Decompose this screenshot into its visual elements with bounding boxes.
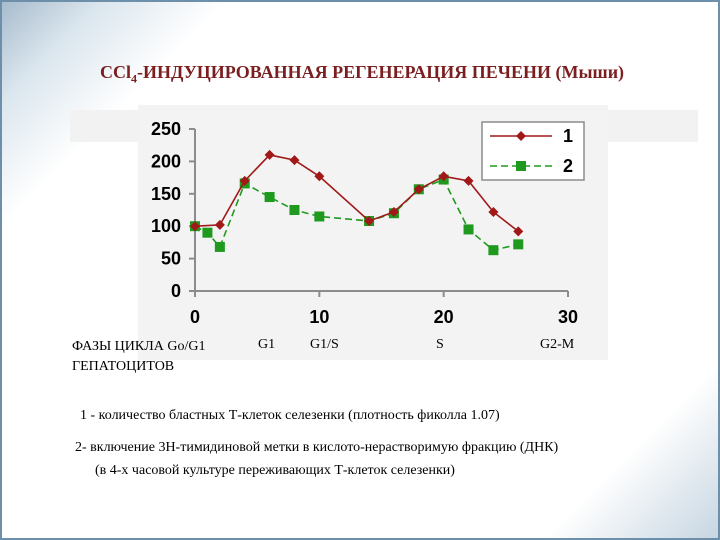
series-2-point (463, 224, 474, 235)
note-line-1: 1 - количество бластных Т-клеток селезен… (80, 408, 500, 423)
slide-title: CCl4-ИНДУЦИРОВАННАЯ РЕГЕНЕРАЦИЯ ПЕЧЕНИ (… (100, 62, 700, 87)
x-tick-label-20: 20 (434, 307, 454, 327)
phase-axis-title-line2: ГЕПАТОЦИТОВ (72, 359, 175, 374)
series-1-point (190, 221, 200, 232)
series-1-point (438, 171, 449, 182)
x-tick-label-10: 10 (309, 307, 329, 327)
series-1-point (314, 171, 325, 182)
series-2-line (194, 178, 519, 252)
legend-series-2-label: 2 (563, 156, 573, 176)
phase-label-g1s: G1/S (310, 337, 339, 352)
y-tick-label-50: 50 (161, 249, 181, 269)
series-2-point (214, 241, 225, 252)
series-2-point (264, 192, 275, 203)
series-1-point (264, 149, 275, 160)
title-rest: -ИНДУЦИРОВАННАЯ РЕГЕНЕРАЦИЯ ПЕЧЕНИ (Мыши… (137, 62, 625, 82)
phase-label-g2m: G2-M (540, 337, 575, 352)
series-2-point (202, 227, 213, 238)
series-1-point (463, 175, 474, 186)
series-2-point (314, 211, 325, 222)
title-subscript: 4 (131, 71, 137, 86)
phase-axis-title: ФАЗЫ ЦИКЛА Go/G1 ГЕПАТОЦИТОВ (72, 337, 205, 377)
y-tick-label-250: 250 (151, 119, 181, 139)
series-2-point (513, 239, 524, 250)
series-1-point (388, 206, 399, 217)
note-line-3: (в 4-х часовой культуре переживающих Т-к… (95, 463, 455, 478)
x-tick-label-0: 0 (190, 307, 200, 327)
legend-series-2-marker (516, 161, 526, 171)
y-tick-label-100: 100 (151, 216, 181, 236)
series-1-point (413, 184, 424, 195)
y-tick-label-150: 150 (151, 184, 181, 204)
series-1-point (513, 226, 524, 237)
note-line-2: 2- включение 3Н-тимидиновой метки в кисл… (75, 440, 559, 455)
phase-label-s: S (436, 337, 444, 352)
phase-label-g1: G1 (258, 337, 276, 352)
legend-series-1-marker (516, 131, 526, 141)
phase-axis-title-line1: ФАЗЫ ЦИКЛА Go/G1 (72, 339, 206, 354)
series-1-point (488, 206, 499, 217)
series-1-point (364, 216, 375, 227)
series-1-point (214, 219, 225, 230)
legend-box (481, 121, 585, 181)
y-tick-label-0: 0 (171, 281, 181, 301)
title-main: CCl (100, 62, 131, 82)
legend-series-1-label: 1 (563, 126, 573, 146)
y-tick-label-200: 200 (151, 151, 181, 171)
series-2-point (488, 245, 499, 256)
series-1-point (289, 155, 300, 166)
x-tick-label-30: 30 (558, 307, 578, 327)
series-1-point (239, 175, 250, 186)
series-2-point (289, 205, 300, 215)
